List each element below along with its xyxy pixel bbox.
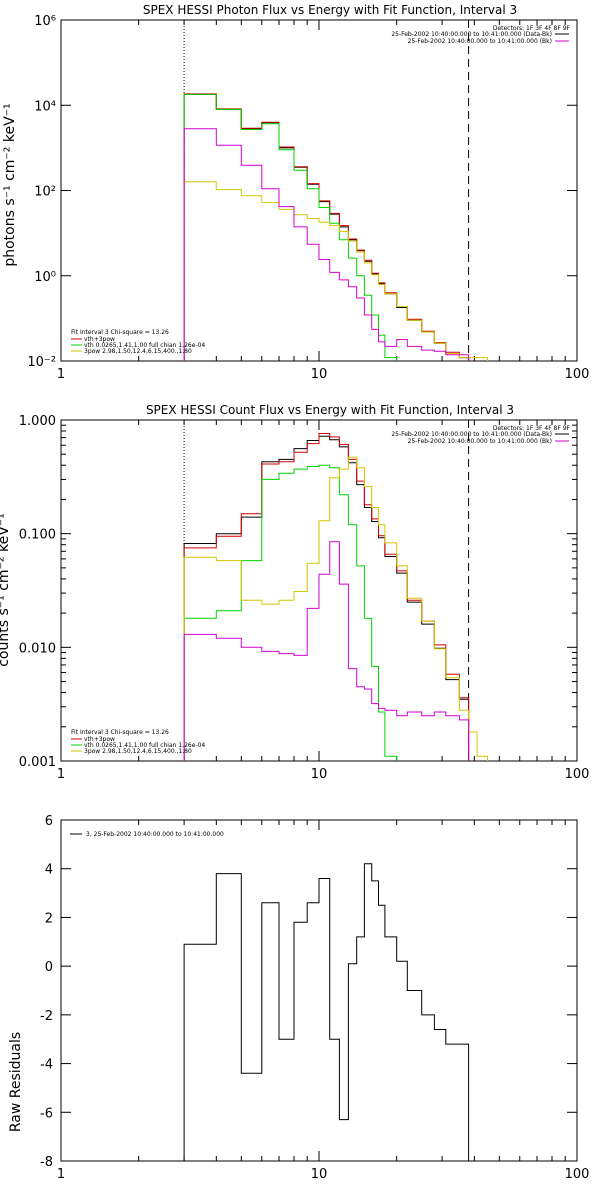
y-tick-label: 10² <box>34 185 56 200</box>
count-chart-title: SPEX HESSI Count Flux vs Energy with Fit… <box>146 403 514 417</box>
x-tick-label: 10 <box>311 1167 328 1182</box>
y-tick-label: -4 <box>40 1058 53 1073</box>
count-chart-ylabel: counts s⁻¹ cm⁻² keV⁻¹ <box>0 513 12 667</box>
legend-bk: 25-Feb-2002 10:40:00.000 to 10:41:00.000… <box>408 438 552 445</box>
legend-fit-total: vth+3pow <box>84 336 115 343</box>
y-tick-label: 0 <box>45 960 53 975</box>
x-tick-label: 10 <box>311 767 328 782</box>
residuals-chart: Raw Residuals 3, 25-Feb-2002 10:40:00.00… <box>8 814 590 1182</box>
series-yellow <box>183 181 488 361</box>
residuals-chart-ylabel: Raw Residuals <box>8 1032 24 1132</box>
y-tick-label: 0.100 <box>19 528 56 543</box>
y-tick-label: 2 <box>45 911 53 926</box>
legend-interval: 3, 25-Feb-2002 10:40:00.000 to 10:41:00.… <box>86 831 224 838</box>
legend-fit-total: vth+3pow <box>84 736 115 743</box>
x-tick-label: 10 <box>311 367 328 382</box>
legend-detectors: Detectors: 1F 3F 4F 8F 9F <box>493 425 571 432</box>
x-tick-label: 100 <box>565 767 590 782</box>
legend-fit-3pow: 3pow 2.98,1.50,12.4,6.15,400.,1.80 <box>84 748 192 755</box>
legend-fit-3pow: 3pow 2.98,1.50,12.4,6.15,400.,1.80 <box>84 348 192 355</box>
count-flux-chart: SPEX HESSI Count Flux vs Energy with Fit… <box>0 403 590 782</box>
legend-data-bk: 25-Feb-2002 10:40:00.000 to 10:41:00.000… <box>391 31 552 38</box>
series-black <box>183 435 470 761</box>
plot-frame <box>60 819 578 1162</box>
legend-bk: 25-Feb-2002 10:40:00.000 to 10:41:00.000… <box>408 38 552 45</box>
x-tick-label: 100 <box>565 367 590 382</box>
series-magenta <box>183 541 470 761</box>
y-tick-label: 0.001 <box>19 755 56 770</box>
y-tick-label: -6 <box>40 1106 53 1121</box>
series-yellow <box>183 456 488 761</box>
photon-chart-title: SPEX HESSI Photon Flux vs Energy with Fi… <box>143 3 517 17</box>
x-tick-label: 1 <box>57 367 65 382</box>
legend-detectors: Detectors: 1F 3F 4F 8F 9F <box>493 25 571 32</box>
y-tick-label: 10⁴ <box>34 99 56 114</box>
y-tick-label: -8 <box>40 1155 53 1170</box>
series-red <box>183 433 470 761</box>
y-tick-label: 6 <box>45 814 53 829</box>
y-tick-label: 0.010 <box>19 641 56 656</box>
photon-flux-chart: SPEX HESSI Photon Flux vs Energy with Fi… <box>2 3 590 382</box>
series-green <box>183 93 398 361</box>
y-tick-label: 4 <box>45 863 53 878</box>
series-black <box>183 863 470 1161</box>
series-magenta <box>183 128 470 361</box>
series-green <box>183 464 398 761</box>
x-tick-label: 1 <box>57 767 65 782</box>
x-tick-label: 100 <box>565 1167 590 1182</box>
legend-data-bk: 25-Feb-2002 10:40:00.000 to 10:41:00.000… <box>391 431 552 438</box>
x-tick-label: 1 <box>57 1167 65 1182</box>
photon-chart-ylabel: photons s⁻¹ cm⁻² keV⁻¹ <box>2 103 18 266</box>
series-red <box>183 93 470 361</box>
y-tick-label: 10⁻² <box>27 355 56 370</box>
series-black <box>183 93 470 361</box>
y-tick-label: 10⁰ <box>34 270 56 285</box>
y-tick-label: 10⁶ <box>34 14 56 29</box>
y-tick-label: -2 <box>40 1009 53 1024</box>
legend-fit-vth: vth 0.0265,1.41,1.00 full chian 1.26e-04 <box>84 742 205 749</box>
legend-fit-interval: Fit Interval 3 Chi-square = 13.26 <box>71 729 169 736</box>
y-tick-label: 1.000 <box>19 414 56 429</box>
legend-fit-vth: vth 0.0265,1.41,1.00 full chian 1.26e-04 <box>84 342 205 349</box>
legend-fit-interval: Fit Interval 3 Chi-square = 13.26 <box>71 329 169 336</box>
